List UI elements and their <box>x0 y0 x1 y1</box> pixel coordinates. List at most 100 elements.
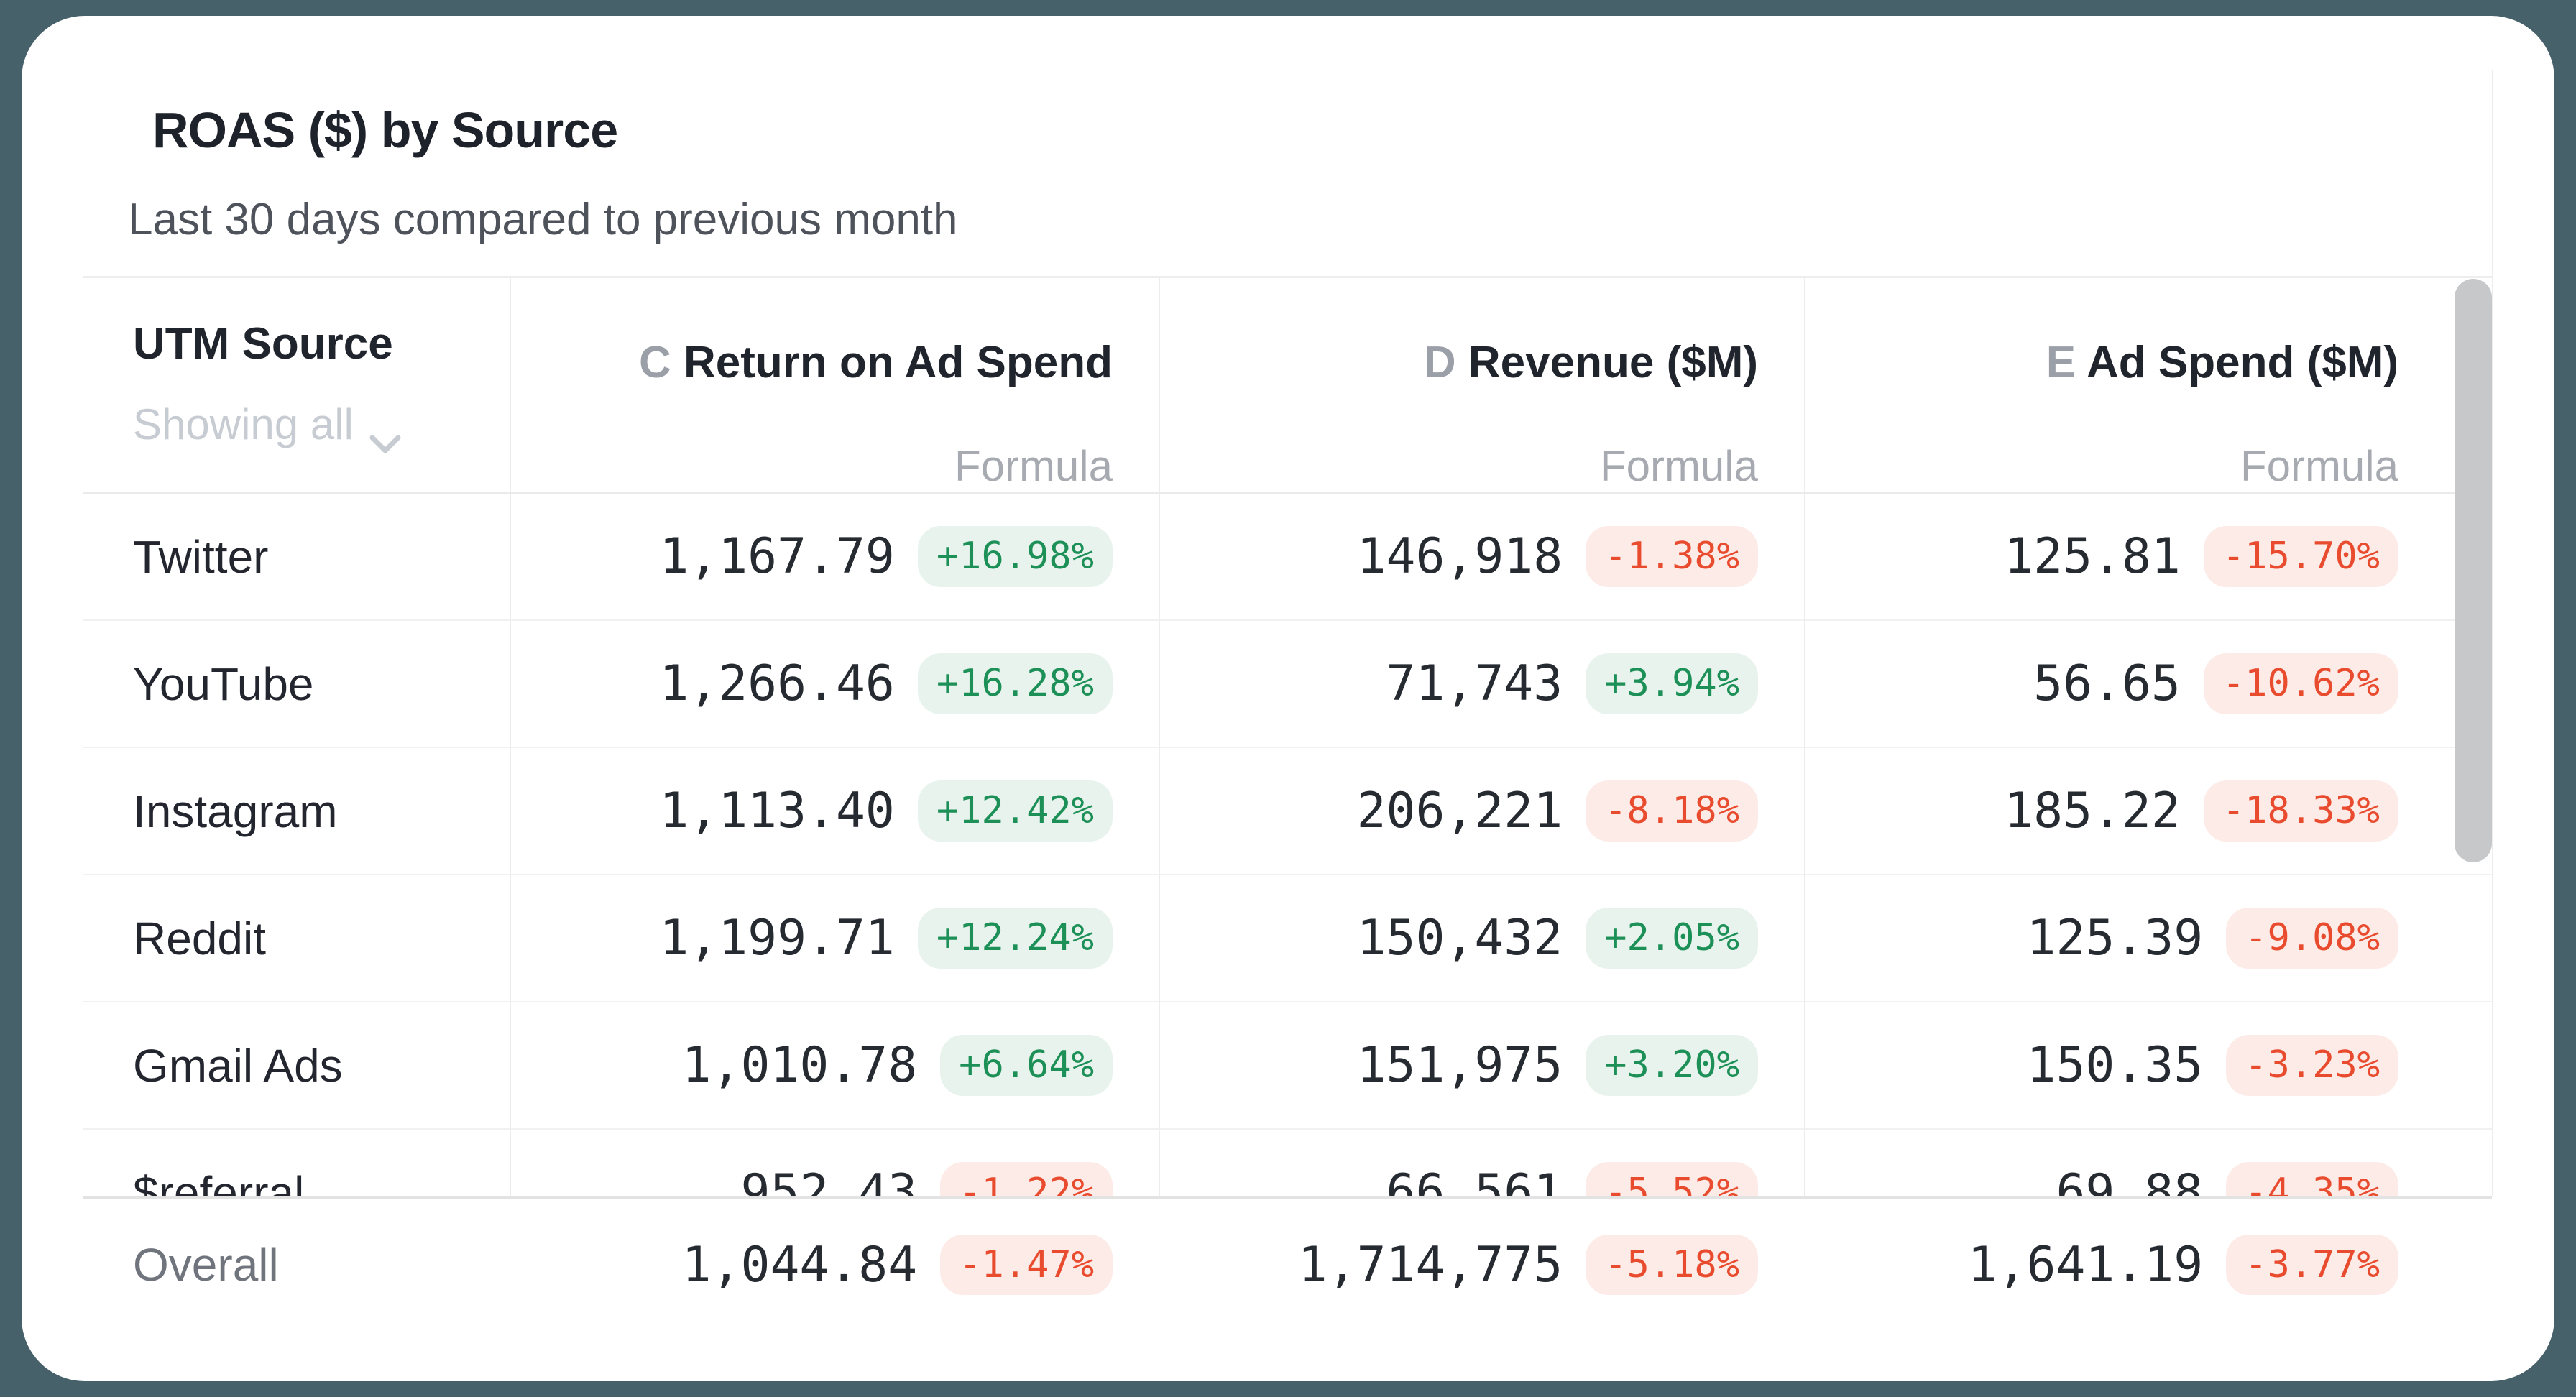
metric-value: 206,221 <box>1356 783 1563 839</box>
overall-row: Overall 1,044.84 -1.47% 1,714,775 -5.18% 1,6… <box>83 1199 2492 1331</box>
metric-value: 185.22 <box>2004 783 2181 839</box>
delta-badge-up: +3.94% <box>1586 653 1758 714</box>
column-header-D: D Revenue ($M) Formula <box>1159 278 1804 494</box>
page-title: ROAS ($) by Source <box>152 102 618 158</box>
table-row-value-cell: 69.88 -4.35% <box>1804 1130 2492 1196</box>
delta-badge-down: -10.62% <box>2203 653 2398 714</box>
metric-value: 125.81 <box>2004 528 2181 585</box>
metric-value: 1,167.79 <box>659 528 895 585</box>
table-row-value-cell: 952.43 -1.22% <box>510 1130 1159 1196</box>
delta-badge-up: +16.98% <box>917 526 1113 587</box>
metric-value: 125.39 <box>2026 910 2204 967</box>
metric-value: 1,266.46 <box>659 655 895 712</box>
column-title: D Revenue ($M) <box>1423 338 1758 387</box>
delta-badge-down: -3.23% <box>2226 1035 2398 1096</box>
metric-value: 1,113.40 <box>659 783 895 839</box>
column-letter: D <box>1423 338 1468 387</box>
delta-badge-down: -1.47% <box>940 1234 1113 1296</box>
metric-value: 1,199.71 <box>659 910 895 967</box>
metric-value: 56.65 <box>2033 655 2181 712</box>
row-source-label: Twitter <box>83 494 510 621</box>
table-row-value-cell: 1,010.78 +6.64% <box>510 1002 1159 1130</box>
metric-value: 150,432 <box>1356 910 1563 967</box>
delta-badge-down: -15.70% <box>2203 526 2398 587</box>
metric-value: 71,743 <box>1386 655 1563 712</box>
table-row-value-cell: 1,167.79 +16.98% <box>510 494 1159 621</box>
table-row: $referral 952.43 -1.22% 66,561 -5.52% 69.88 -4… <box>83 1130 2492 1196</box>
table-row-value-cell: 71,743 +3.94% <box>1159 621 1804 748</box>
overall-row-value-cell: 1,641.19 -3.77% <box>1804 1199 2492 1331</box>
table-header-row: UTM Source Showing all C Return on Ad Sp… <box>83 278 2492 494</box>
delta-badge-down: -5.18% <box>1586 1234 1758 1296</box>
roas-widget-card: ROAS ($) by Source Last 30 days compared… <box>22 16 2554 1381</box>
table-row-value-cell: 150.35 -3.23% <box>1804 1002 2492 1130</box>
table-row-value-cell: 1,113.40 +12.42% <box>510 748 1159 875</box>
table-row-value-cell: 125.39 -9.08% <box>1804 875 2492 1002</box>
table-row-value-cell: 150,432 +2.05% <box>1159 875 1804 1002</box>
column-title: C Return on Ad Spend <box>639 338 1113 387</box>
table-row-value-cell: 66,561 -5.52% <box>1159 1130 1804 1196</box>
column-header-utm-source: UTM Source Showing all <box>83 278 510 494</box>
column-header-C: C Return on Ad Spend Formula <box>510 278 1159 494</box>
table-row-value-cell: 1,266.46 +16.28% <box>510 621 1159 748</box>
metric-value: 66,561 <box>1386 1164 1563 1196</box>
overall-row-value-cell: 1,044.84 -1.47% <box>510 1199 1159 1331</box>
source-filter-label: Showing all <box>133 400 354 448</box>
table-row-value-cell: 1,199.71 +12.24% <box>510 875 1159 1002</box>
vertical-scrollbar-thumb[interactable] <box>2455 279 2492 862</box>
table-row-value-cell: 185.22 -18.33% <box>1804 748 2492 875</box>
page-subtitle: Last 30 days compared to previous month <box>128 195 958 244</box>
utm-source-label: UTM Source <box>133 319 393 369</box>
row-source-label: Instagram <box>83 748 510 875</box>
metric-value: 150.35 <box>2026 1037 2204 1094</box>
metric-value: 952.43 <box>740 1164 918 1196</box>
delta-badge-up: +16.28% <box>917 653 1113 714</box>
table-row-value-cell: 146,918 -1.38% <box>1159 494 1804 621</box>
chevron-down-icon <box>369 415 401 453</box>
metric-value: 1,714,775 <box>1297 1236 1563 1294</box>
column-subtitle-formula: Formula <box>954 442 1113 490</box>
table-row-value-cell: 125.81 -15.70% <box>1804 494 2492 621</box>
footer-separator <box>83 1196 2492 1199</box>
delta-badge-down: -3.77% <box>2226 1234 2398 1296</box>
table-row-value-cell: 206,221 -8.18% <box>1159 748 1804 875</box>
table-right-divider <box>2492 70 2493 1196</box>
delta-badge-up: +2.05% <box>1586 908 1758 969</box>
delta-badge-down: -9.08% <box>2226 908 2398 969</box>
table-row: Twitter 1,167.79 +16.98% 146,918 -1.38% 125.8… <box>83 494 2492 621</box>
delta-badge-down: -8.18% <box>1586 780 1758 842</box>
delta-badge-up: +6.64% <box>940 1035 1113 1096</box>
metric-value: 151,975 <box>1356 1037 1563 1094</box>
overall-label: Overall <box>133 1239 279 1291</box>
column-title: E Ad Spend ($M) <box>2046 338 2398 387</box>
delta-badge-up: +12.42% <box>917 780 1113 842</box>
delta-badge-down: -4.35% <box>2226 1162 2398 1196</box>
row-source-label: YouTube <box>83 621 510 748</box>
column-letter: C <box>639 338 684 387</box>
table-row-value-cell: 56.65 -10.62% <box>1804 621 2492 748</box>
row-source-label: Reddit <box>83 875 510 1002</box>
column-letter: E <box>2046 338 2087 387</box>
overall-row-value-cell: 1,714,775 -5.18% <box>1159 1199 1804 1331</box>
column-subtitle-formula: Formula <box>2240 442 2398 490</box>
delta-badge-down: -18.33% <box>2203 780 2398 842</box>
delta-badge-up: +3.20% <box>1586 1035 1758 1096</box>
delta-badge-down: -5.52% <box>1586 1162 1758 1196</box>
delta-badge-down: -1.22% <box>940 1162 1113 1196</box>
row-source-label: $referral <box>83 1130 510 1197</box>
metric-value: 1,010.78 <box>681 1037 918 1094</box>
metric-value: 1,044.84 <box>681 1236 918 1294</box>
metric-value: 1,641.19 <box>1967 1236 2204 1294</box>
table-row: Gmail Ads 1,010.78 +6.64% 151,975 +3.20% 150.… <box>83 1002 2492 1130</box>
column-subtitle-formula: Formula <box>1599 442 1758 490</box>
delta-badge-down: -1.38% <box>1586 526 1758 587</box>
column-header-E: E Ad Spend ($M) Formula <box>1804 278 2492 494</box>
metric-value: 69.88 <box>2056 1164 2204 1196</box>
delta-badge-up: +12.24% <box>917 908 1113 969</box>
row-source-label: Gmail Ads <box>83 1002 510 1130</box>
table-scroll-viewport: UTM Source Showing all C Return on Ad Sp… <box>83 276 2492 1196</box>
table-row: YouTube 1,266.46 +16.28% 71,743 +3.94% 56.65-… <box>83 621 2492 748</box>
table-body: Twitter 1,167.79 +16.98% 146,918 -1.38% 125.8… <box>83 494 2492 1196</box>
source-filter-dropdown[interactable]: Showing all <box>133 399 401 453</box>
